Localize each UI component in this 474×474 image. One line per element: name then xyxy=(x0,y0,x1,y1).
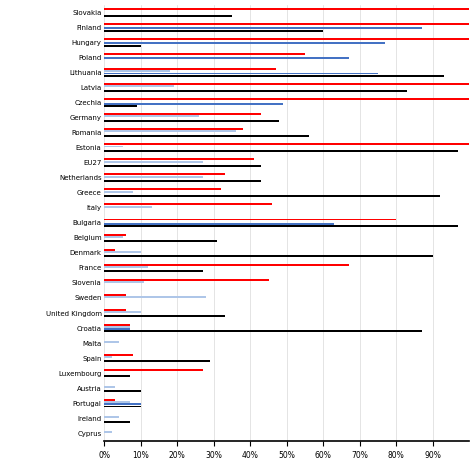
Bar xyxy=(104,75,444,77)
Bar xyxy=(104,248,115,251)
Bar xyxy=(104,255,433,257)
Bar xyxy=(104,175,203,178)
Bar xyxy=(104,98,469,100)
Bar xyxy=(104,158,254,160)
Bar xyxy=(104,270,203,272)
Bar xyxy=(104,8,469,10)
Bar xyxy=(104,330,422,332)
Bar xyxy=(104,266,148,268)
Bar xyxy=(104,161,203,163)
Bar xyxy=(104,234,126,236)
Bar xyxy=(104,70,170,73)
Bar xyxy=(104,309,126,311)
Bar xyxy=(104,369,203,371)
Bar xyxy=(104,356,111,358)
Bar xyxy=(104,45,141,46)
Bar xyxy=(104,386,115,388)
Bar xyxy=(104,143,469,146)
Bar xyxy=(104,225,458,227)
Bar xyxy=(104,191,134,192)
Bar xyxy=(104,90,407,91)
Bar xyxy=(104,195,440,197)
Bar xyxy=(104,146,122,147)
Bar xyxy=(104,173,225,175)
Bar xyxy=(104,150,458,152)
Bar xyxy=(104,406,141,408)
Bar xyxy=(104,281,145,283)
Bar xyxy=(104,43,385,45)
Bar xyxy=(104,27,422,29)
Bar xyxy=(104,120,280,122)
Bar xyxy=(104,431,111,433)
Bar xyxy=(104,23,469,25)
Bar xyxy=(104,294,126,296)
Bar xyxy=(104,15,232,17)
Bar xyxy=(104,223,334,225)
Bar xyxy=(104,399,115,401)
Bar xyxy=(104,296,207,298)
Bar xyxy=(104,264,349,265)
Bar xyxy=(104,113,261,115)
Bar xyxy=(104,236,122,237)
Bar xyxy=(104,420,130,422)
Bar xyxy=(104,102,283,105)
Bar xyxy=(104,240,218,242)
Bar xyxy=(104,130,236,132)
Bar xyxy=(104,116,199,118)
Bar xyxy=(104,354,134,356)
Bar xyxy=(104,311,141,313)
Bar xyxy=(104,203,272,205)
Bar xyxy=(104,180,261,182)
Bar xyxy=(104,315,225,317)
Bar xyxy=(104,401,130,403)
Bar xyxy=(104,165,261,167)
Bar xyxy=(104,128,243,130)
Bar xyxy=(104,403,141,405)
Bar xyxy=(104,326,130,328)
Bar xyxy=(104,57,349,59)
Bar xyxy=(104,68,276,70)
Bar xyxy=(104,328,130,330)
Bar xyxy=(104,416,119,418)
Bar xyxy=(104,206,152,208)
Bar xyxy=(104,341,119,343)
Bar xyxy=(104,85,173,87)
Bar xyxy=(104,279,268,281)
Bar xyxy=(104,251,141,253)
Bar xyxy=(104,360,210,362)
Bar xyxy=(104,53,305,55)
Bar xyxy=(104,38,469,40)
Bar xyxy=(104,219,396,220)
Bar xyxy=(104,189,221,191)
Bar xyxy=(104,83,469,85)
Bar xyxy=(104,391,141,392)
Bar xyxy=(104,105,137,107)
Bar xyxy=(104,135,309,137)
Bar xyxy=(104,324,130,326)
Bar xyxy=(104,29,323,32)
Bar xyxy=(104,375,130,377)
Bar xyxy=(104,73,378,74)
